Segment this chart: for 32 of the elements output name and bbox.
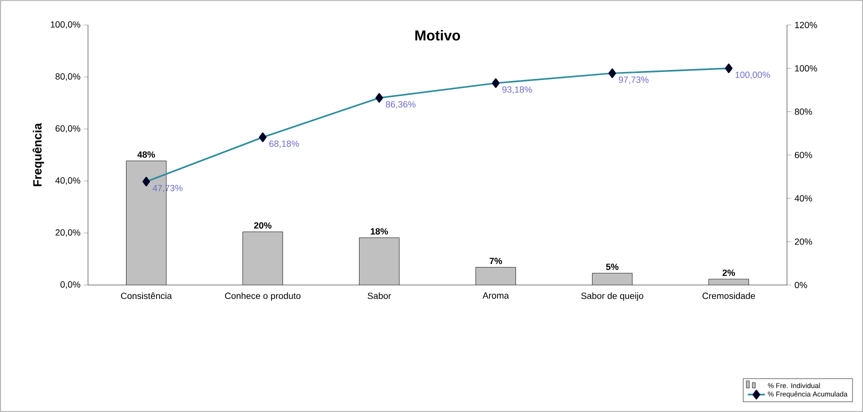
y2-tick-label: 80% bbox=[794, 108, 812, 115]
chart-title: Motivo bbox=[415, 30, 460, 41]
x-tick-label: Aroma bbox=[482, 292, 509, 299]
data-label: 93,18% bbox=[502, 86, 532, 94]
y-axis-title: Frequência bbox=[32, 123, 44, 186]
data-label: 7% bbox=[490, 258, 502, 264]
data-label: 2% bbox=[722, 270, 735, 276]
y2-tick-label: 120% bbox=[795, 22, 818, 28]
data-label: 97,73% bbox=[618, 76, 649, 84]
x-tick-label: Sabor bbox=[368, 292, 392, 300]
data-label: 18% bbox=[370, 228, 388, 235]
data-label: 48% bbox=[137, 151, 155, 158]
data-label: 100,00% bbox=[736, 72, 770, 80]
y2-tick-label: 100% bbox=[795, 65, 818, 72]
data-label: 86,36% bbox=[386, 101, 416, 109]
y-tick-label: 20,0% bbox=[56, 229, 80, 237]
y2-tick-label: 60% bbox=[794, 152, 812, 158]
y-tick-label: 40,0% bbox=[55, 177, 80, 185]
y-tick-label: 60,0% bbox=[56, 125, 80, 133]
x-tick-label: Conhece o produto bbox=[225, 292, 300, 301]
data-label: 20% bbox=[254, 222, 272, 229]
y-tick-label: 80,0% bbox=[56, 73, 80, 81]
y2-tick-label: 40% bbox=[794, 195, 812, 202]
data-label: 68,18% bbox=[269, 140, 300, 148]
x-tick-label: Cremosidade bbox=[702, 292, 756, 300]
y2-tick-label: 20% bbox=[794, 238, 812, 245]
y-tick-label: 0,0% bbox=[60, 281, 80, 289]
x-tick-label: Consistência bbox=[121, 292, 172, 300]
y-tick-label: 100,0% bbox=[50, 21, 80, 29]
x-tick-label: Sabor de queijo bbox=[581, 292, 644, 301]
y2-tick-label: 0% bbox=[794, 282, 808, 288]
data-label: 5% bbox=[606, 264, 618, 270]
